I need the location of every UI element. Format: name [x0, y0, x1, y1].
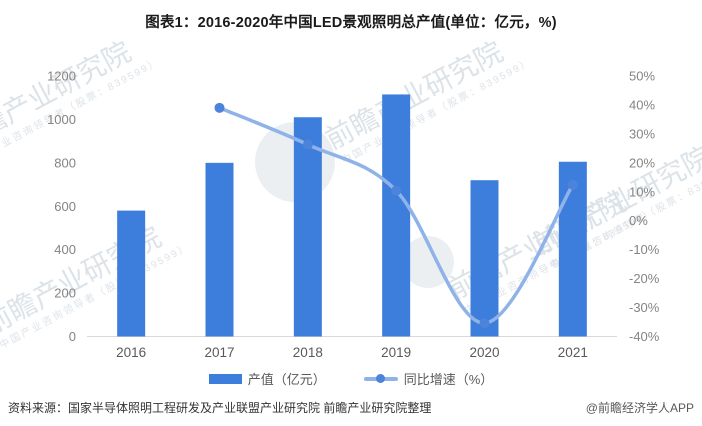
bar-2021: [558, 161, 587, 337]
y-axis-left-tick-label: 1200: [47, 69, 76, 84]
y-axis-left-tick-label: 400: [54, 242, 76, 257]
x-axis-label-2017: 2017: [204, 345, 234, 360]
y-axis-right-tick-label: -40%: [629, 329, 660, 344]
bar-series-swatch-icon: [208, 373, 242, 384]
app-credit: @前瞻经济学人APP: [585, 401, 694, 415]
x-axis-label-2019: 2019: [381, 345, 411, 360]
bar-2016: [117, 210, 146, 337]
line-series-swatch-icon: [363, 374, 398, 384]
y-axis-left-tick-label: 800: [54, 155, 76, 170]
y-axis-right-tick-label: 0%: [629, 213, 648, 228]
source-note: 资料来源：国家半导体照明工程研发及产业联盟产业研究院 前瞻产业研究院整理: [8, 401, 432, 415]
y-axis-right-tick-label: -20%: [629, 271, 660, 286]
x-axis-label-2016: 2016: [116, 345, 146, 360]
legend-label-growth-rate: 同比增速（%）: [403, 372, 494, 387]
growth-rate-point-2018: [302, 139, 313, 150]
y-axis-right-tick-label: 50%: [629, 69, 655, 84]
bar-2019: [382, 94, 411, 337]
bar-2018: [293, 117, 322, 337]
legend-label-output-value: 产值（亿元）: [247, 372, 326, 387]
y-axis-right-tick-label: 40%: [629, 97, 655, 112]
y-axis-right-tick-label: 10%: [629, 184, 655, 199]
growth-rate-point-2021: [567, 179, 578, 190]
growth-rate-point-2017: [214, 102, 225, 113]
chart-title: 图表1：2016-2020年中国LED景观照明总产值(单位：亿元，%): [145, 15, 557, 31]
y-axis-right-tick-label: 20%: [629, 155, 655, 170]
growth-rate-point-2020: [479, 318, 490, 329]
legend: 产值（亿元） 同比增速（%）: [0, 369, 702, 388]
x-axis-label-2018: 2018: [293, 345, 323, 360]
y-axis-right-tick-label: -30%: [629, 300, 660, 315]
y-axis-left-tick-label: 1000: [47, 112, 76, 127]
watermark-logo-icon: [402, 236, 454, 288]
x-axis-label-2021: 2021: [558, 345, 588, 360]
footer: 资料来源：国家半导体照明工程研发及产业联盟产业研究院 前瞻产业研究院整理 @前瞻…: [8, 399, 694, 416]
y-axis-right-tick-label: 30%: [629, 126, 655, 141]
svg-text:前瞻产业研究院: 前瞻产业研究院: [320, 36, 508, 155]
y-axis-left-tick-label: 600: [54, 199, 76, 214]
legend-item-growth-rate[interactable]: 同比增速（%）: [363, 369, 494, 388]
y-axis-right-tick-label: -10%: [629, 242, 660, 257]
growth-rate-point-2019: [391, 185, 402, 196]
growth-rate-line: [217, 106, 575, 325]
x-axis-label-2020: 2020: [469, 345, 499, 360]
y-axis-left-tick-label: 0: [69, 329, 76, 344]
bar-2017: [205, 162, 234, 337]
bar-2020: [470, 180, 499, 337]
y-axis-left-tick-label: 200: [54, 286, 76, 301]
legend-item-output-value[interactable]: 产值（亿元）: [208, 369, 326, 388]
